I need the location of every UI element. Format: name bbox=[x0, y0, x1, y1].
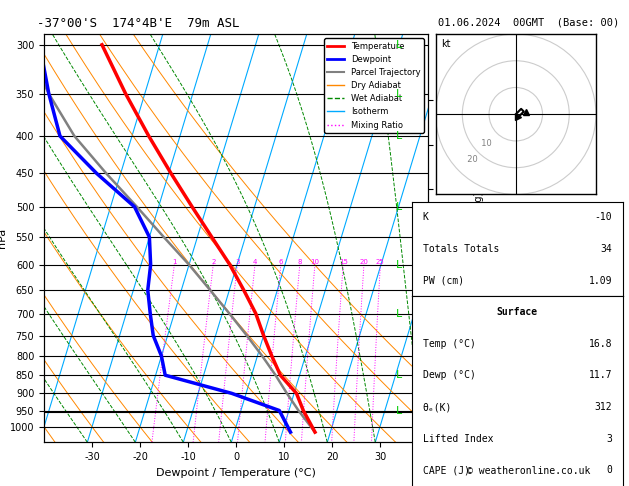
Y-axis label: hPa: hPa bbox=[0, 228, 7, 248]
Text: 20: 20 bbox=[462, 156, 478, 164]
Text: LCL: LCL bbox=[430, 407, 448, 417]
Text: 4: 4 bbox=[253, 259, 257, 265]
Text: 8: 8 bbox=[298, 259, 302, 265]
Text: Surface: Surface bbox=[497, 307, 538, 317]
Text: 1.09: 1.09 bbox=[589, 276, 612, 286]
Text: L: L bbox=[396, 370, 403, 380]
X-axis label: Dewpoint / Temperature (°C): Dewpoint / Temperature (°C) bbox=[156, 468, 316, 478]
Text: 312: 312 bbox=[594, 402, 612, 412]
Text: 10: 10 bbox=[476, 139, 491, 148]
Text: © weatheronline.co.uk: © weatheronline.co.uk bbox=[467, 466, 590, 476]
Text: θₑ(K): θₑ(K) bbox=[423, 402, 452, 412]
Text: 20: 20 bbox=[360, 259, 369, 265]
Text: Mixing Ratio (g/kg): Mixing Ratio (g/kg) bbox=[474, 192, 484, 284]
Text: 25: 25 bbox=[376, 259, 385, 265]
Text: 1: 1 bbox=[172, 259, 177, 265]
Text: kt: kt bbox=[441, 39, 450, 50]
Text: L: L bbox=[396, 131, 403, 141]
Text: L: L bbox=[396, 202, 403, 212]
Text: 10: 10 bbox=[310, 259, 320, 265]
Text: 2: 2 bbox=[211, 259, 215, 265]
Text: L: L bbox=[396, 88, 403, 99]
Text: L: L bbox=[396, 405, 403, 416]
Y-axis label: km
ASL: km ASL bbox=[447, 229, 468, 247]
Text: L: L bbox=[396, 260, 403, 270]
Text: K: K bbox=[423, 212, 428, 223]
Text: L: L bbox=[396, 309, 403, 319]
Text: 34: 34 bbox=[601, 244, 612, 254]
Text: -37°00'S  174°4B'E  79m ASL: -37°00'S 174°4B'E 79m ASL bbox=[37, 17, 240, 30]
Text: Lifted Index: Lifted Index bbox=[423, 434, 493, 444]
Text: -10: -10 bbox=[594, 212, 612, 223]
Text: CAPE (J): CAPE (J) bbox=[423, 465, 469, 475]
Text: 3: 3 bbox=[235, 259, 240, 265]
Text: 16.8: 16.8 bbox=[589, 339, 612, 349]
Text: PW (cm): PW (cm) bbox=[423, 276, 464, 286]
Text: 11.7: 11.7 bbox=[589, 370, 612, 381]
Text: 01.06.2024  00GMT  (Base: 00): 01.06.2024 00GMT (Base: 00) bbox=[438, 17, 619, 27]
Text: 6: 6 bbox=[279, 259, 283, 265]
Legend: Temperature, Dewpoint, Parcel Trajectory, Dry Adiabat, Wet Adiabat, Isotherm, Mi: Temperature, Dewpoint, Parcel Trajectory… bbox=[324, 38, 424, 133]
Text: Dewp (°C): Dewp (°C) bbox=[423, 370, 476, 381]
Text: 0: 0 bbox=[606, 465, 612, 475]
Text: 15: 15 bbox=[339, 259, 348, 265]
Text: Totals Totals: Totals Totals bbox=[423, 244, 499, 254]
Text: Temp (°C): Temp (°C) bbox=[423, 339, 476, 349]
Text: L: L bbox=[396, 40, 403, 50]
Text: 3: 3 bbox=[606, 434, 612, 444]
